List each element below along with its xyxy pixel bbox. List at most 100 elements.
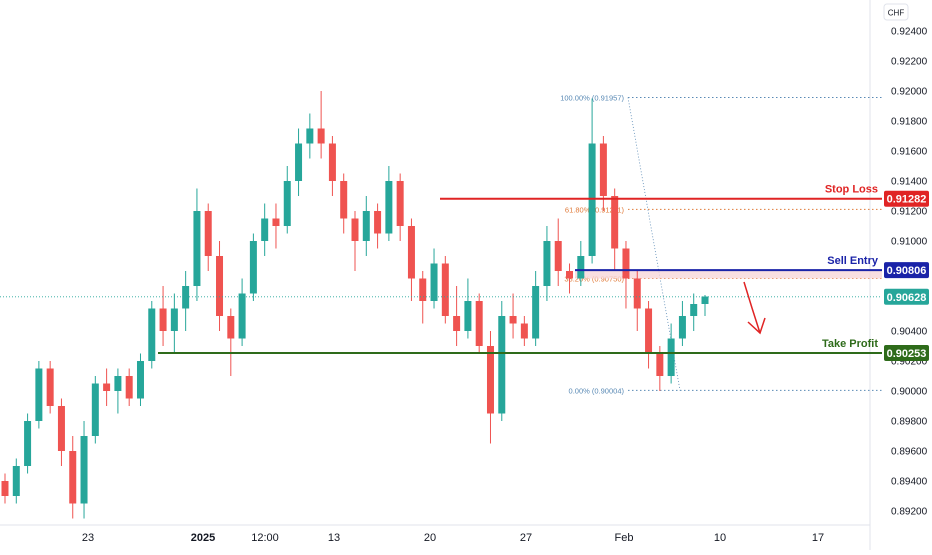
y-tick-label: 0.91000 [891,237,928,248]
fib-level-label: 0.00% (0.90004) [569,386,625,395]
candle [182,271,190,331]
candle-body [238,293,246,339]
candle [91,376,99,444]
y-tick-label: 0.92000 [891,87,928,98]
candle [543,226,551,301]
candle [430,248,438,309]
candle [498,301,506,421]
candle [588,98,596,264]
candle-body [633,278,641,309]
candle-body [148,308,156,361]
stop-loss-badge-text: 0.91282 [887,194,927,206]
candle [362,196,370,256]
candle-body [170,308,178,331]
candle-body [351,218,359,241]
y-tick-label: 0.91200 [891,207,928,218]
candle [114,368,122,414]
sell-entry-label: Sell Entry [827,255,879,267]
x-tick-label: 27 [520,532,532,544]
candle-body [80,436,88,504]
candle-body [12,466,20,496]
candle-body [204,211,212,256]
candle [566,263,574,294]
x-tick-label: 12:00 [251,532,279,544]
candle-body [216,256,224,316]
candle-body [249,241,257,294]
candle-body [35,368,43,421]
candle [520,316,528,346]
candle [407,218,415,301]
fib-level-label: 100.00% (0.91957) [560,93,624,102]
candle-body [599,143,607,196]
sell-zone [575,270,882,279]
candle [261,203,269,256]
candle [554,218,562,286]
candle-body [475,301,483,346]
y-tick-label: 0.92200 [891,57,928,68]
x-tick-label: 20 [424,532,436,544]
candle-body [532,286,540,339]
candle [170,293,178,354]
candle [351,211,359,271]
candle [633,271,641,331]
candle [283,166,291,234]
y-tick-label: 0.91600 [891,147,928,158]
candle [374,203,382,249]
candle-body [261,218,269,241]
candle-body [114,376,122,391]
candle [317,91,325,159]
currency-badge[interactable] [883,3,909,21]
candle [193,188,201,301]
candle-body [374,211,382,234]
candle-body [678,316,686,339]
y-tick-label: 0.91400 [891,177,928,188]
y-tick-label: 0.90000 [891,387,928,398]
candle [701,295,709,316]
candle-body [486,346,494,414]
y-tick-label: 0.91800 [891,117,928,128]
candle-body [46,368,54,406]
candle [227,308,235,376]
candle [419,271,427,324]
x-tick-label: 23 [82,532,94,544]
candle-body [24,421,32,466]
candle [272,203,280,249]
x-tick-label: 13 [328,532,340,544]
arrow-shaft [743,281,761,334]
candle-body [520,323,528,339]
candle-body [306,128,314,144]
candle [159,286,167,346]
candle-body [611,196,619,249]
candle-body [464,301,472,331]
candle-body [1,481,9,496]
candle [441,256,449,324]
x-tick-label: 2025 [191,532,215,544]
y-tick-label: 0.89400 [891,477,928,488]
candle [69,436,77,519]
y-tick-label: 0.89800 [891,417,928,428]
candle [340,173,348,234]
candle [80,421,88,519]
fib-level-label: 38.20% (0.90750) [564,275,624,284]
currency-label: CHF [888,9,905,18]
candle-body [136,361,144,399]
candle-body [340,181,348,219]
candle [690,293,698,331]
candle-body [159,308,167,331]
candle-body [577,256,585,279]
candle-body [396,181,404,226]
candle [295,128,303,196]
candle-body [193,211,201,286]
candle [238,278,246,346]
candle-body [430,263,438,301]
candle [678,301,686,346]
candle [103,368,111,406]
candle [486,331,494,444]
candle [509,293,517,339]
candle [1,473,9,504]
candle-body [385,181,393,234]
candle-body [690,304,698,316]
candle [125,368,133,406]
candle-body [69,451,77,504]
